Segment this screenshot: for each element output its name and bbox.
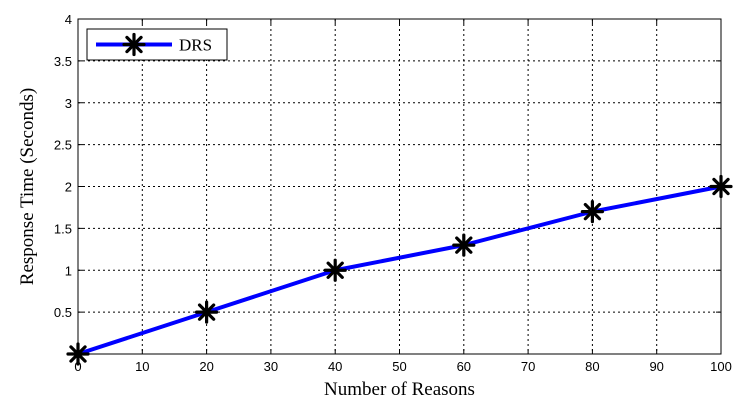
series-line-drs [77,184,722,356]
axes [77,18,722,355]
asterisk-arm [583,202,602,221]
legend: DRS [86,28,228,61]
y-tick-label: 4 [65,12,72,27]
x-tick-label: 0 [74,359,81,374]
asterisk-arm [326,261,344,279]
x-axis-label: Number of Reasons [324,379,475,400]
legend-asterisk [122,32,146,57]
y-tick-label: 1 [65,263,72,278]
y-tick-label: 3.5 [54,54,72,69]
x-tick-label: 10 [135,359,149,374]
x-tick-label: 20 [199,359,213,374]
x-tick-label: 80 [585,359,599,374]
y-tick-label: 0.5 [54,305,72,320]
grid-lines [78,19,721,354]
data-point-marker [452,233,476,257]
y-tick-label: 2.5 [54,138,72,153]
tick-labels: 0 10 20 30 40 50 60 70 80 90 100 0.5 1 1.5 2 2.5 3 3.5 4 [54,12,732,374]
y-axis-label: Response Time (Seconds) [17,88,38,285]
x-tick-label: 60 [457,359,471,374]
y-tick-label: 1.5 [54,221,72,236]
x-tick-label: 70 [521,359,535,374]
x-tick-label: 90 [649,359,663,374]
data-point-marker [580,200,605,224]
data-point-marker [323,258,347,282]
y-tick-label: 2 [65,180,72,195]
legend-asterisk-marker [122,32,146,57]
asterisk-arm [125,35,143,54]
legend-label-drs: DRS [179,36,212,55]
y-tick-label: 3 [65,96,72,111]
asterisk-arm [455,236,473,254]
x-tick-label: 40 [328,359,342,374]
asterisk-arm [197,303,216,321]
x-tick-label: 100 [710,359,732,374]
data-point-marker [195,300,219,324]
x-tick-label: 50 [392,359,406,374]
x-tick-label: 30 [264,359,278,374]
